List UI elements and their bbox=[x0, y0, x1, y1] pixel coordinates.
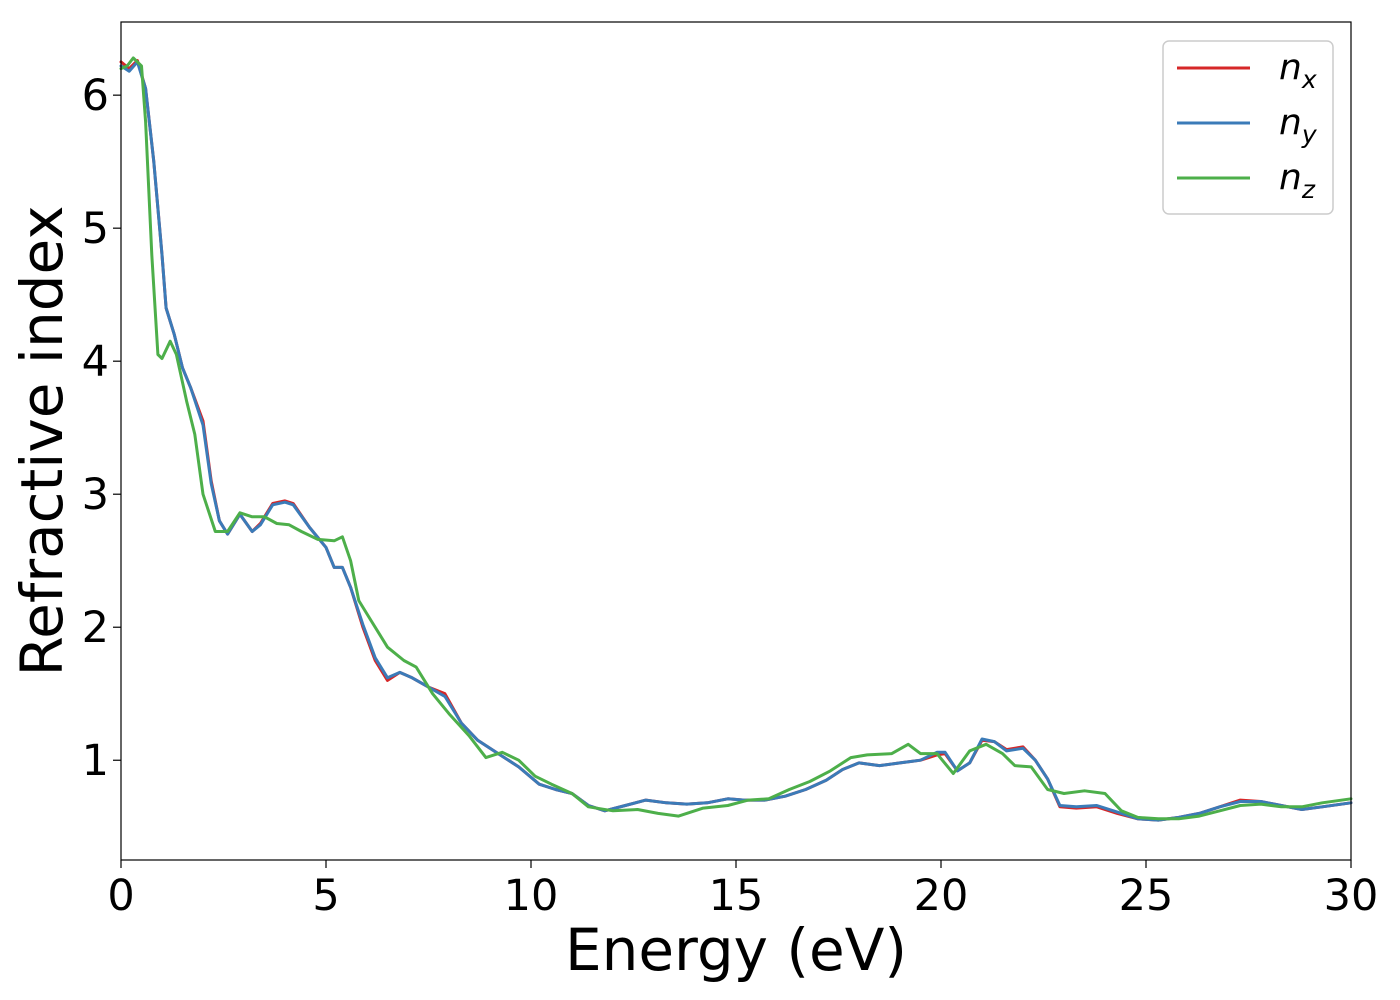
legend-label-x: nx bbox=[1279, 47, 1317, 94]
x-tick-label: 10 bbox=[504, 871, 559, 921]
y-axis-label: Refractive index bbox=[8, 205, 76, 676]
y-tick-label: 3 bbox=[82, 470, 109, 520]
x-tick-label: 30 bbox=[1324, 871, 1379, 921]
x-tick-label: 15 bbox=[709, 871, 764, 921]
legend-label-y: ny bbox=[1279, 102, 1318, 149]
y-tick-label: 5 bbox=[82, 204, 109, 254]
y-tick-label: 2 bbox=[82, 603, 109, 653]
series-line-z bbox=[119, 56, 1353, 821]
x-tick-label: 20 bbox=[914, 871, 969, 921]
y-tick-label: 4 bbox=[82, 337, 109, 387]
legend-label-z: nz bbox=[1279, 157, 1316, 204]
x-axis-label: Energy (eV) bbox=[565, 916, 907, 984]
legend-box bbox=[1162, 40, 1334, 215]
y-axis: 1 2 3 4 5 6 bbox=[82, 71, 121, 786]
y-tick-label: 1 bbox=[82, 736, 109, 786]
x-tick-label: 5 bbox=[312, 871, 339, 921]
legend: nx ny nz bbox=[1162, 40, 1334, 215]
y-tick-label: 6 bbox=[82, 71, 109, 121]
series-layer bbox=[119, 56, 1353, 822]
x-axis: 0 5 10 15 20 25 30 bbox=[107, 860, 1378, 921]
x-tick-label: 0 bbox=[107, 871, 134, 921]
x-tick-label: 25 bbox=[1119, 871, 1174, 921]
